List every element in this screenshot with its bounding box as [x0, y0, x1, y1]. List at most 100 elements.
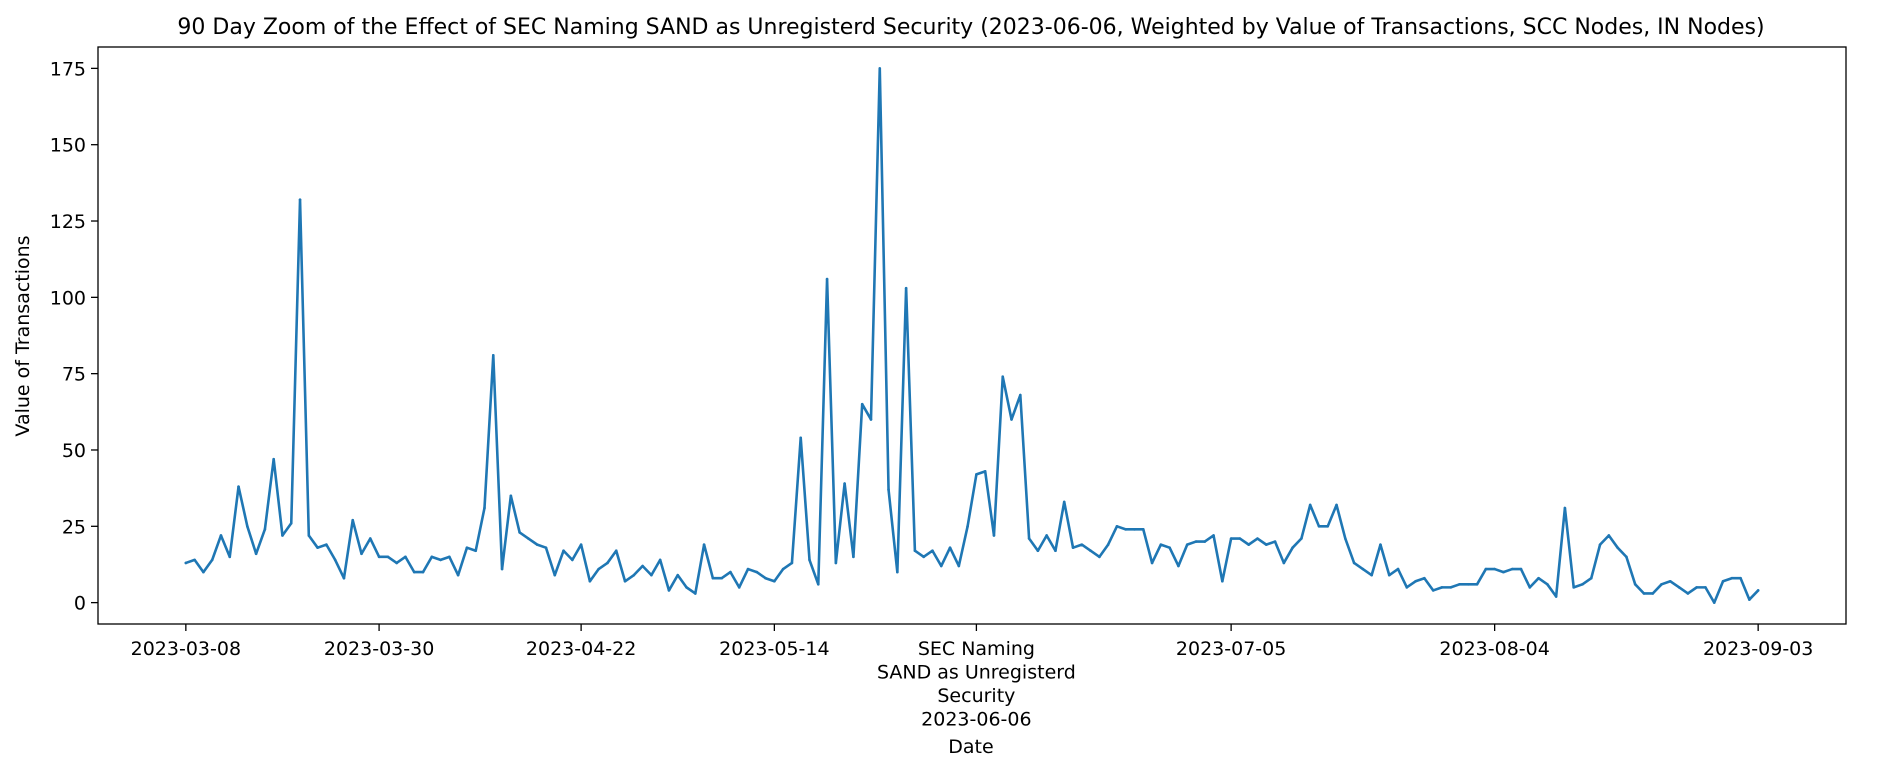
data-point: [1027, 537, 1031, 540]
x-tick-label: 2023-08-04: [1439, 638, 1549, 660]
data-point: [1712, 601, 1716, 604]
data-point: [1010, 418, 1013, 421]
data-point: [588, 579, 592, 583]
chart-title: 90 Day Zoom of the Effect of SEC Naming …: [177, 15, 1764, 40]
data-point: [764, 576, 767, 580]
event-tick-label-line: SAND as Unregisterd: [877, 662, 1076, 684]
data-point: [325, 543, 328, 546]
data-point: [1045, 534, 1048, 537]
data-point: [184, 561, 188, 565]
data-point: [1589, 576, 1593, 580]
data-point: [1528, 586, 1532, 589]
data-point: [1572, 586, 1575, 589]
data-point: [939, 564, 943, 568]
data-point: [799, 436, 803, 440]
data-point: [904, 286, 908, 290]
y-axis: 0 25 50 75 100 125 150 175: [50, 58, 98, 615]
data-point: [1106, 543, 1110, 546]
data-point: [667, 589, 671, 592]
data-point: [518, 531, 521, 534]
data-point: [825, 277, 829, 281]
data-point: [202, 570, 205, 574]
data-point: [1159, 543, 1163, 546]
data-point: [246, 525, 249, 528]
data-point: [1739, 576, 1742, 580]
data-point: [465, 546, 469, 549]
data-point: [606, 561, 609, 565]
data-point: [491, 354, 495, 357]
data-point: [614, 549, 618, 553]
x-tick-label: 2023-04-22: [526, 638, 636, 660]
data-point: [966, 525, 969, 528]
data-point: [263, 528, 267, 531]
data-point: [992, 534, 996, 537]
data-point: [1229, 537, 1233, 540]
data-point: [1651, 592, 1655, 595]
data-point: [571, 558, 574, 562]
data-point: [333, 558, 337, 562]
data-point: [1291, 546, 1294, 549]
data-point: [896, 570, 899, 574]
data-point: [975, 473, 978, 476]
data-point: [623, 579, 627, 583]
y-tick-label: 125: [50, 211, 86, 233]
data-point: [816, 583, 820, 586]
data-point: [1625, 555, 1628, 559]
data-point: [237, 485, 240, 488]
data-point: [1484, 567, 1488, 571]
data-point: [1414, 579, 1417, 583]
data-point: [1554, 595, 1558, 598]
x-tick-label: 2023-05-14: [719, 638, 829, 660]
data-point: [878, 67, 882, 70]
data-point: [957, 564, 961, 568]
x-tick-label: 2023-03-30: [324, 638, 434, 660]
data-point: [193, 558, 196, 562]
data-point: [1256, 537, 1259, 540]
data-point: [1282, 561, 1286, 565]
data-point: [1502, 570, 1505, 574]
data-point: [729, 570, 732, 574]
data-point: [1387, 573, 1391, 577]
data-point: [1177, 564, 1180, 568]
data-point: [562, 549, 565, 553]
data-point: [702, 543, 706, 546]
data-point: [1019, 393, 1022, 397]
data-point: [1475, 583, 1479, 586]
data-point: [1370, 573, 1373, 577]
data-point: [1704, 586, 1707, 589]
x-axis: 2023-03-08 2023-03-30 2023-04-22 2023-05-14…: [131, 624, 1813, 731]
data-point: [869, 418, 873, 421]
data-point: [412, 570, 416, 574]
data-point: [1563, 506, 1567, 510]
data-point: [650, 573, 653, 577]
data-point: [1221, 579, 1224, 583]
data-point: [1431, 589, 1435, 592]
data-point: [852, 555, 855, 559]
data-point: [377, 555, 381, 559]
data-point: [1317, 525, 1321, 528]
data-point: [1466, 583, 1470, 586]
y-tick-label: 50: [62, 440, 86, 462]
x-tick-label: 2023-09-03: [1703, 638, 1813, 660]
data-point: [1124, 528, 1128, 531]
data-point: [1071, 546, 1075, 549]
data-point: [1396, 567, 1400, 571]
data-point: [1141, 528, 1145, 531]
data-point: [746, 567, 750, 571]
data-point: [500, 567, 504, 571]
data-point: [1458, 583, 1461, 586]
data-point: [1264, 543, 1268, 546]
data-point: [931, 549, 934, 553]
data-point: [395, 561, 398, 565]
event-tick-label-line: SEC Naming: [918, 638, 1035, 660]
data-point: [781, 567, 785, 571]
data-point: [1519, 567, 1523, 571]
event-tick-label-line: Security: [937, 685, 1015, 707]
data-point: [1721, 579, 1725, 583]
data-point: [694, 592, 697, 595]
y-tick-label: 150: [50, 135, 86, 157]
series-line: [184, 67, 1760, 604]
data-point: [448, 555, 451, 559]
data-point: [834, 561, 838, 565]
